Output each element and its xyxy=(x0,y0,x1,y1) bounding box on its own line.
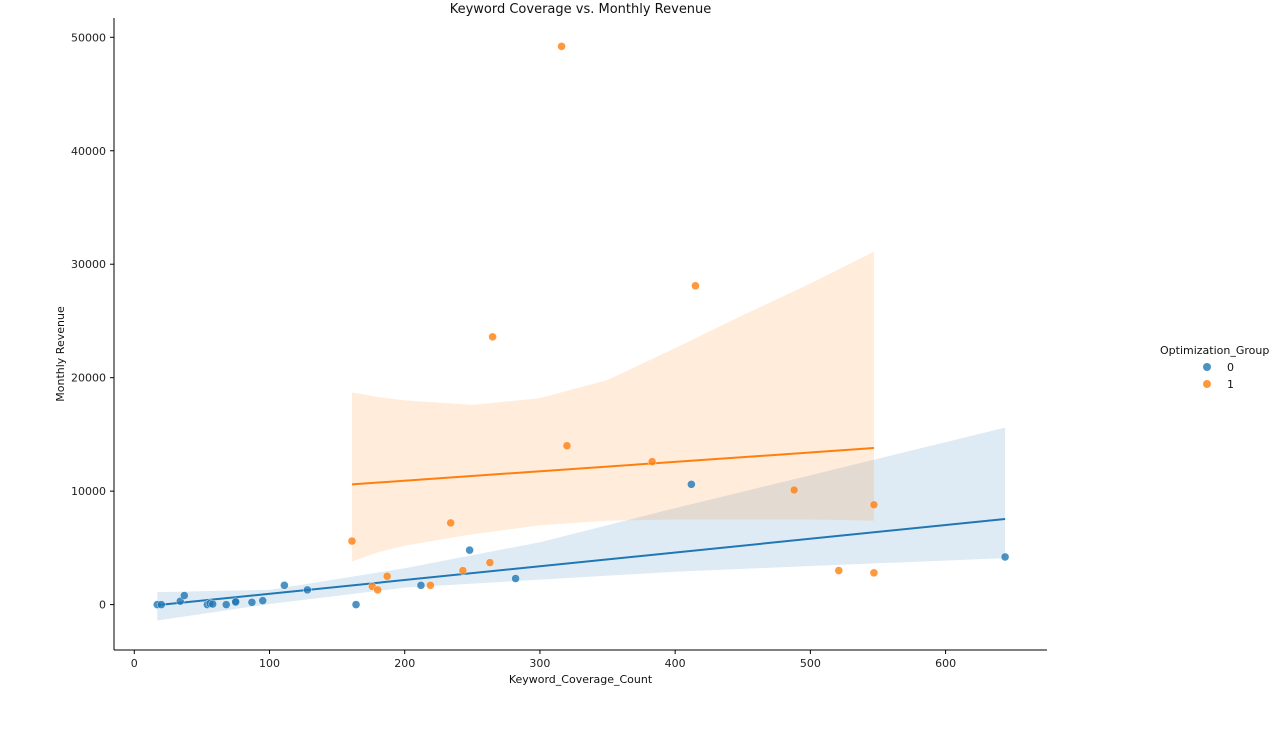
data-point-group-0 xyxy=(157,600,166,609)
data-point-group-0 xyxy=(280,581,289,590)
legend: Optimization_Group 0 1 xyxy=(1160,344,1269,391)
data-point-group-0 xyxy=(351,600,361,609)
data-point-group-1 xyxy=(382,572,392,581)
data-point-group-0 xyxy=(231,597,240,606)
confidence-band-1 xyxy=(351,251,874,562)
x-tick-label: 300 xyxy=(529,657,550,670)
x-tick-label: 200 xyxy=(394,657,415,670)
chart-title: Keyword Coverage vs. Monthly Revenue xyxy=(450,2,712,17)
x-tick-label: 100 xyxy=(259,657,280,670)
data-point-group-0 xyxy=(1000,552,1010,562)
data-point-group-1 xyxy=(869,568,879,578)
legend-marker-0 xyxy=(1203,363,1211,371)
axes: 0 100 200 300 400 500 600 0 10000 20000 30000 40000… xyxy=(71,18,1047,670)
x-tick-label: 500 xyxy=(800,657,821,670)
data-point-group-1 xyxy=(488,332,497,342)
x-tick-label: 0 xyxy=(131,657,138,670)
confidence-band-0 xyxy=(157,427,1006,621)
legend-label-1: 1 xyxy=(1227,378,1234,391)
data-point-group-0 xyxy=(511,574,520,583)
data-point-group-0 xyxy=(208,599,217,609)
data-point-group-1 xyxy=(373,585,382,595)
legend-marker-1 xyxy=(1203,380,1211,388)
data-point-group-0 xyxy=(222,600,231,609)
y-tick-label: 30000 xyxy=(71,258,106,271)
legend-label-0: 0 xyxy=(1227,361,1234,374)
x-axis-label: Keyword_Coverage_Count xyxy=(509,673,653,686)
data-point-group-1 xyxy=(485,558,495,567)
legend-title: Optimization_Group xyxy=(1160,344,1269,357)
data-point-group-0 xyxy=(258,596,267,605)
data-point-group-0 xyxy=(176,597,185,606)
data-point-group-0 xyxy=(303,585,312,595)
y-tick-label: 0 xyxy=(99,599,106,612)
data-point-group-0 xyxy=(247,598,257,607)
data-point-group-1 xyxy=(557,42,566,51)
regression-line-1 xyxy=(351,447,874,486)
y-tick-label: 50000 xyxy=(71,31,106,44)
x-tick-label: 400 xyxy=(665,657,686,670)
data-point-group-0 xyxy=(180,591,189,600)
regression-line-0 xyxy=(157,517,1006,607)
y-tick-label: 40000 xyxy=(71,145,106,158)
confidence-bands xyxy=(157,251,1006,621)
data-point-group-1 xyxy=(446,518,455,528)
data-point-group-0 xyxy=(465,545,474,555)
data-points xyxy=(153,42,1010,609)
data-point-group-1 xyxy=(834,566,843,575)
data-point-group-0 xyxy=(416,581,426,590)
data-point-group-1 xyxy=(789,485,799,495)
data-point-group-1 xyxy=(426,581,435,590)
y-tick-label: 20000 xyxy=(71,372,106,385)
data-point-group-0 xyxy=(687,480,696,489)
data-point-group-1 xyxy=(647,457,657,466)
data-point-group-1 xyxy=(691,281,700,290)
data-point-group-1 xyxy=(562,441,572,450)
regression-lines xyxy=(157,447,1006,607)
y-tick-label: 10000 xyxy=(71,485,106,498)
x-tick-label: 600 xyxy=(935,657,956,670)
data-point-group-1 xyxy=(458,566,468,575)
data-point-group-1 xyxy=(347,536,357,546)
data-point-group-1 xyxy=(869,500,879,509)
y-axis-label: Monthly Revenue xyxy=(54,306,67,402)
